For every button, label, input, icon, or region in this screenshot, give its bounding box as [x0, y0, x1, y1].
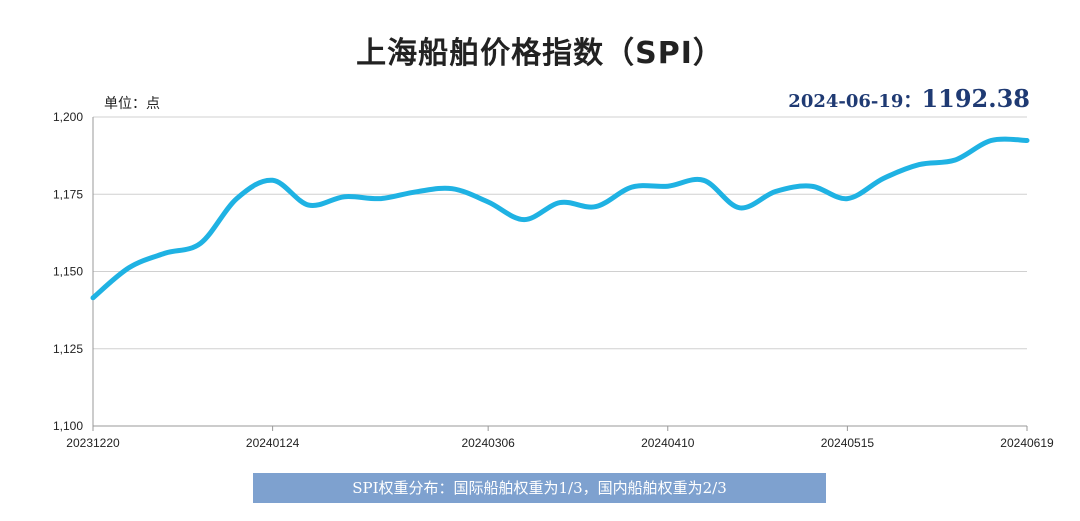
y-tick-label: 1,200 — [53, 110, 83, 124]
x-tick-label: 20240619 — [1000, 436, 1054, 450]
x-tick-label: 20231220 — [66, 436, 120, 450]
series-line — [90, 136, 1030, 301]
x-tick-label: 20240515 — [821, 436, 875, 450]
y-tick-label: 1,100 — [53, 419, 83, 433]
grid-lines — [93, 116, 1027, 350]
x-tick-labels: 20231220 20240124 20240306 20240410 20240515… — [66, 436, 1054, 450]
series-layer — [90, 136, 1030, 301]
latest-value: 1192.38 — [921, 84, 1030, 113]
unit-label: 单位：点 — [104, 96, 160, 112]
latest-value-readout: 2024-06-19：1192.38 — [788, 84, 1030, 113]
chart-title: 上海船舶价格指数（SPI） — [356, 36, 724, 71]
weight-footnote: SPI权重分布：国际船舶权重为1/3，国内船舶权重为2/3 — [253, 473, 826, 503]
y-tick-label: 1,175 — [53, 187, 83, 201]
y-tick-label: 1,150 — [53, 265, 83, 279]
x-tick-label: 20240124 — [246, 436, 300, 450]
y-tick-label: 1,125 — [53, 342, 83, 356]
axes — [92, 117, 1028, 431]
x-tick-label: 20240410 — [641, 436, 695, 450]
x-tick-label: 20240306 — [461, 436, 515, 450]
latest-date: 2024-06-19： — [788, 91, 922, 112]
y-tick-labels: 1,100 1,125 1,150 1,175 1,200 — [53, 110, 83, 433]
